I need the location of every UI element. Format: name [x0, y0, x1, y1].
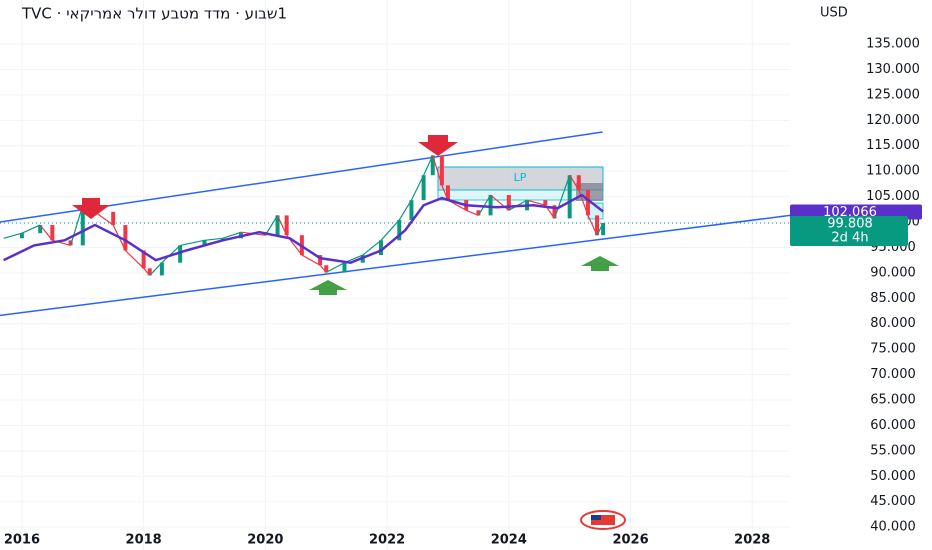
logo: [580, 510, 626, 530]
y-tick-label: 75.000: [870, 342, 916, 357]
trend-line: [0, 214, 790, 317]
x-tick-label: 2016: [4, 533, 40, 548]
y-tick-label: 85.000: [870, 291, 916, 306]
candle: [202, 240, 207, 246]
y-tick-label: 90.000: [870, 265, 916, 280]
candle: [430, 155, 435, 176]
candle: [488, 195, 493, 216]
candle-wick: [21, 224, 41, 234]
candle-wick: [39, 224, 53, 241]
candle: [68, 240, 73, 246]
y-tick-label: 135.000: [866, 37, 920, 52]
candle-wick: [222, 231, 242, 239]
candle-wick: [264, 215, 279, 236]
candle: [38, 225, 43, 234]
candle: [275, 215, 280, 236]
candle: [409, 200, 414, 220]
x-tick-label: 2024: [491, 533, 527, 548]
candle: [379, 240, 384, 256]
y-tick-label: 40.000: [870, 520, 916, 535]
y-tick-label: 125.000: [866, 87, 920, 102]
candle: [80, 205, 85, 246]
y-tick-label: 80.000: [870, 316, 916, 331]
candle: [421, 175, 426, 201]
logo-flag: [591, 515, 601, 520]
grid: [0, 0, 790, 550]
candle-wick: [124, 250, 145, 269]
up-arrow: [581, 256, 619, 271]
candle: [506, 195, 511, 211]
candle: [439, 155, 444, 186]
candle-wick: [149, 262, 163, 276]
countdown: 2d 4h: [831, 230, 868, 245]
candle: [576, 175, 581, 190]
candle: [324, 265, 329, 273]
candle: [318, 255, 323, 266]
y-tick-label: 55.000: [870, 443, 916, 458]
candle-wick: [180, 239, 205, 246]
candle: [552, 205, 557, 219]
y-tick-label: 110.000: [866, 164, 920, 179]
box-label: LP: [514, 171, 527, 184]
candle: [284, 215, 289, 236]
candle: [342, 262, 347, 273]
price-label-box: [790, 204, 922, 220]
price-label: 99.808: [827, 216, 873, 231]
y-tick-label: 60.000: [870, 418, 916, 433]
candle: [147, 268, 152, 276]
candle-wick: [3, 232, 23, 239]
candle: [445, 185, 450, 201]
candle-wick: [362, 239, 382, 256]
chart-title: TVC · יאקירמא רלוד עבטמ דדמ · עובש1: [21, 5, 287, 23]
candle: [567, 175, 572, 219]
candle: [50, 225, 55, 241]
down-arrow: [418, 135, 458, 156]
candle: [123, 225, 128, 251]
candle: [141, 250, 146, 269]
candle-wick: [70, 205, 84, 246]
candle-wick: [553, 175, 571, 219]
price-label-box: [790, 215, 908, 246]
moving-average: [3, 193, 604, 264]
candle-wick: [526, 199, 546, 206]
candle-wick: [325, 262, 345, 273]
x-tick-label: 2028: [734, 533, 770, 548]
candle-wick: [410, 174, 425, 201]
candle: [601, 222, 606, 236]
candle-wick: [94, 211, 114, 226]
candle-wick: [301, 254, 321, 266]
y-tick-label: 65.000: [870, 392, 916, 407]
x-tick-label: 2020: [247, 533, 283, 548]
y-tick-label: 120.000: [866, 113, 920, 128]
candle: [595, 215, 600, 236]
candle: [397, 219, 402, 241]
y-tick-label: 105.000: [866, 189, 920, 204]
candle-wick: [465, 209, 479, 216]
candle: [585, 189, 590, 216]
up-arrow: [309, 280, 347, 295]
y-tick-label: 115.000: [866, 138, 920, 153]
candle: [111, 211, 116, 226]
x-tick-label: 2022: [369, 533, 405, 548]
candle: [19, 233, 24, 239]
y-tick-label: 45.000: [870, 494, 916, 509]
x-tick-label: 2018: [126, 533, 162, 548]
candle: [159, 262, 164, 276]
down-arrow: [72, 198, 110, 219]
logo-flag: [591, 515, 615, 525]
y-tick-label: 50.000: [870, 469, 916, 484]
x-tick-label: 2026: [612, 533, 648, 548]
candle: [476, 210, 481, 216]
candle-wick: [398, 199, 412, 221]
y-tick-label: 70.000: [870, 367, 916, 382]
candle: [543, 200, 548, 206]
y-tick-label: 130.000: [866, 62, 920, 77]
candle: [178, 245, 183, 263]
candle-wick: [204, 237, 223, 241]
currency: USD: [820, 6, 848, 21]
price-axis: [790, 0, 932, 550]
